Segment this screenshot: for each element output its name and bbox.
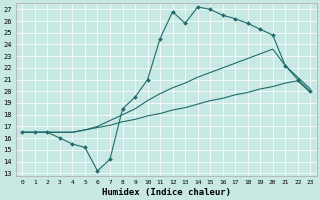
X-axis label: Humidex (Indice chaleur): Humidex (Indice chaleur) [102, 188, 231, 197]
